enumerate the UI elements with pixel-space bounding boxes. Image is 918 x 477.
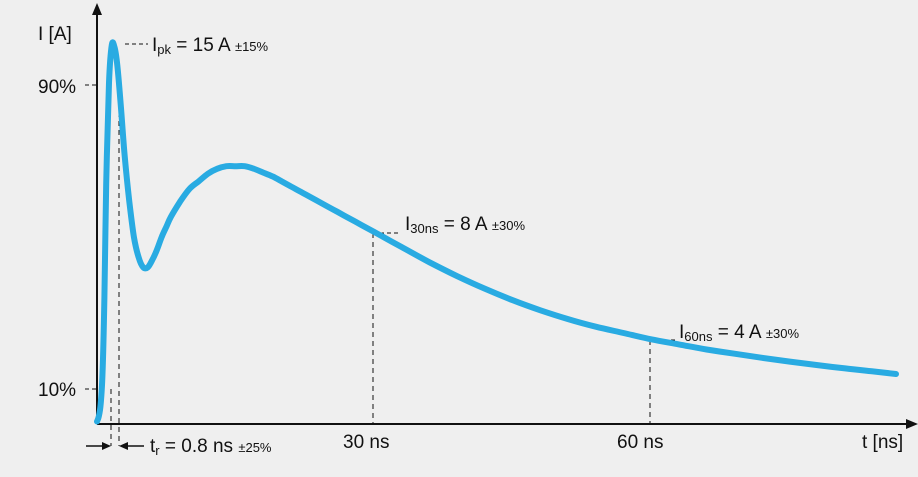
y-tick-label-10: 10% xyxy=(38,380,76,401)
tr-symbol: t xyxy=(150,436,156,457)
x-axis-arrow xyxy=(906,419,918,429)
x-axis-label: t [ns] xyxy=(862,432,903,453)
y-axis-arrow xyxy=(92,3,102,15)
tr-arrow-left-head xyxy=(102,442,111,450)
i60-value: = 4 A xyxy=(712,322,765,343)
current-waveform-line xyxy=(94,39,899,425)
x-tick-label-60: 60 ns xyxy=(617,432,663,453)
i60-symbol: I xyxy=(679,322,684,343)
x-tick-label-30: 30 ns xyxy=(343,432,389,453)
i30-annotation: I30ns = 8 A ±30% xyxy=(405,214,525,236)
peak-value: = 15 A xyxy=(171,35,235,56)
tr-tolerance: ±25% xyxy=(238,440,272,455)
i60-tolerance: ±30% xyxy=(766,326,800,341)
peak-annotation: Ipk = 15 A ±15% xyxy=(152,35,269,57)
i30-value: = 8 A xyxy=(438,214,491,235)
i30-tolerance: ±30% xyxy=(492,218,526,233)
peak-subscript: pk xyxy=(157,42,171,57)
i30-subscript: 30ns xyxy=(410,221,439,236)
tr-annotation: tr = 0.8 ns ±25% xyxy=(150,436,272,458)
peak-symbol: I xyxy=(152,35,157,56)
tr-value: = 0.8 ns xyxy=(160,436,239,457)
peak-tolerance: ±15% xyxy=(235,39,269,54)
y-axis-label: I [A] xyxy=(38,24,72,45)
tr-subscript: r xyxy=(155,443,160,458)
i60-subscript: 60ns xyxy=(684,329,713,344)
y-tick-label-90: 90% xyxy=(38,77,76,98)
tr-arrow-right-head xyxy=(119,442,128,450)
i60-annotation: I60ns = 4 A ±30% xyxy=(679,322,799,344)
i30-symbol: I xyxy=(405,214,410,235)
